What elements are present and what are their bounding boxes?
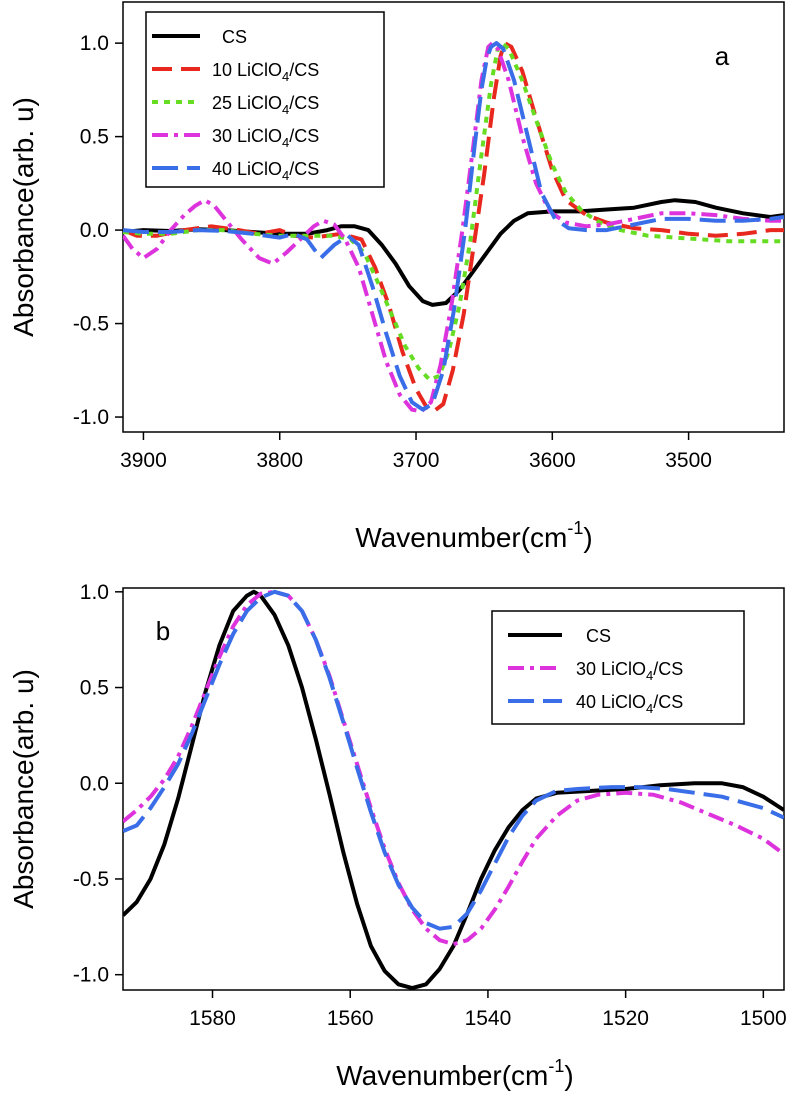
series-layer [123,589,784,990]
y-axis-label: Absorbance(arb. u) [8,97,39,337]
legend-label-0: CS [586,626,611,646]
panel-a: 3900 3800 3700 3600 3500 1.0 0.5 0.0 -0.5 -1.0 a… [8,1,785,553]
x-tick-label: 3800 [256,449,303,472]
x-tick-label: 1560 [327,1007,374,1030]
legend-box [145,11,385,188]
series-layer [123,41,784,414]
y-tick-label: 0.5 [80,126,109,149]
legend-label-2: 40 LiClO4/CS [576,692,683,716]
y-tick-label: 0.5 [80,677,109,700]
panel-label: a [715,41,730,71]
legend-items: CS 10 LiClO4/CS 25 LiClO4/CS 30 LiClO4/CS 40… [152,27,319,183]
x-tick-label: 1520 [602,1007,649,1030]
x-tick-label: 3500 [665,449,712,472]
x-tick-label: 3700 [393,449,440,472]
x-tick-label: 1540 [465,1007,512,1030]
legend-label-2: 25 LiClO4/CS [212,93,319,117]
y-ticks: 1.0 0.5 0.0 -0.5 -1.0 [73,32,123,429]
legend-label-0: CS [222,27,247,47]
legend-label-4: 40 LiClO4/CS [212,159,319,183]
series-line-4 [123,41,784,412]
x-tick-label: 3600 [529,449,576,472]
legend-label-3: 30 LiClO4/CS [212,126,319,150]
series-line-1 [123,589,784,947]
legend-label-1: 30 LiClO4/CS [576,659,683,683]
series-line-0 [123,589,784,990]
legend: CS 30 LiClO4/CS 40 LiClO4/CS [491,610,745,725]
y-tick-label: 1.0 [80,581,109,604]
panel-label: b [156,616,170,646]
y-tick-label: -1.0 [73,406,109,429]
x-axis-label: Wavenumber(cm-1) [336,1056,573,1091]
series-line-3 [123,41,784,414]
x-axis-label: Wavenumber(cm-1) [355,518,592,553]
x-tick-label: 3900 [120,449,167,472]
panel-b: 1580 1560 1540 1520 1500 1.0 0.5 0.0 -0.5 -1.0 b… [8,581,787,1091]
legend-label-1: 10 LiClO4/CS [212,60,319,84]
legend: CS 10 LiClO4/CS 25 LiClO4/CS 30 LiClO4/CS 40… [145,11,385,188]
y-axis-label: Absorbance(arb. u) [8,669,39,909]
legend-items: CS 30 LiClO4/CS 40 LiClO4/CS [508,626,683,716]
series-line-1 [123,41,784,414]
x-tick-label: 1580 [189,1007,236,1030]
plot-area-frame [122,587,785,991]
y-ticks: 1.0 0.5 0.0 -0.5 -1.0 [73,581,123,987]
y-tick-label: 0.0 [80,772,109,795]
y-tick-label: -1.0 [73,964,109,987]
x-tick-label: 1500 [740,1007,787,1030]
x-ticks: 3900 3800 3700 3600 3500 [120,432,712,472]
y-tick-label: -0.5 [73,313,109,336]
x-ticks: 1580 1560 1540 1520 1500 [189,990,787,1030]
y-tick-label: 1.0 [80,32,109,55]
series-line-2 [123,589,784,931]
y-tick-label: -0.5 [73,868,109,891]
y-tick-label: 0.0 [80,219,109,242]
